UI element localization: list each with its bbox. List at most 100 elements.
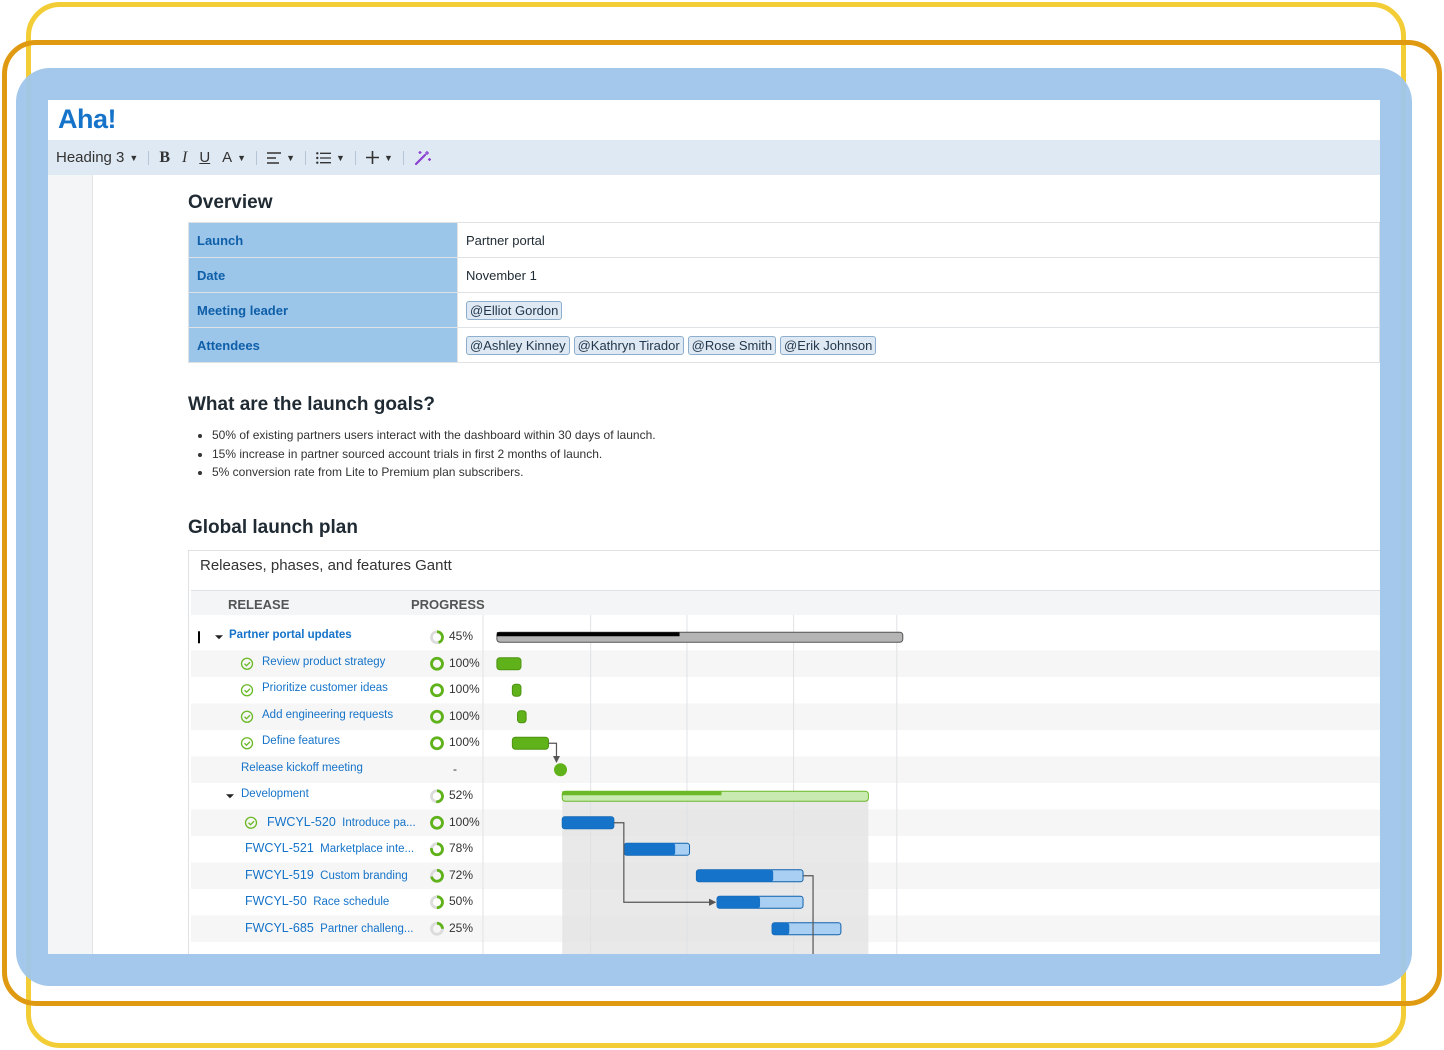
overview-table: Launch Partner portal Date November 1 Me… (188, 222, 1380, 363)
overview-value[interactable]: Partner portal (457, 222, 1380, 258)
feature-id[interactable]: FWCYL-50 (245, 894, 307, 909)
caret-down-icon[interactable] (226, 794, 234, 799)
progress-ring (430, 868, 444, 883)
user-mention[interactable]: @Kathryn Tirador (573, 335, 684, 355)
dependency-arrow (613, 822, 717, 906)
feature-id[interactable]: FWCYL-521 (245, 841, 314, 856)
feature-name[interactable]: Custom branding (313, 869, 408, 882)
feature-label[interactable]: FWCYL-50 Race schedule (245, 894, 389, 908)
gantt-row-bg (191, 756, 1380, 783)
feature-label[interactable]: FWCYL-520 Introduce pa... (267, 815, 416, 829)
chevron-down-icon: ▼ (237, 152, 247, 163)
feature-bar-progress (624, 843, 676, 856)
table-row: Attendees @Ashley Kinney @Kathryn Tirador… (188, 327, 1380, 363)
check-circle-icon (240, 710, 254, 723)
activity-name[interactable]: Review product strategy (262, 655, 386, 668)
align-dropdown[interactable]: ▼ (261, 140, 301, 175)
feature-name[interactable]: Marketplace inte... (313, 843, 415, 856)
overview-value[interactable]: @Ashley Kinney @Kathryn Tirador @Rose Smit… (457, 327, 1380, 363)
editor-window: Aha! Heading 3 ▼ B I U A ▼ ▼ ▼ ▼ Overview (48, 100, 1380, 954)
check-circle-icon (240, 684, 254, 697)
text-color-dropdown[interactable]: A ▼ (216, 140, 252, 175)
feature-bar-progress (562, 816, 614, 829)
milestone-name[interactable]: Release kickoff meeting (241, 761, 363, 774)
overview-key: Meeting leader (188, 292, 458, 328)
activity-bar[interactable] (496, 657, 522, 671)
check-circle-icon (240, 737, 254, 750)
list-item: 50% of existing partners users interact … (212, 426, 656, 445)
feature-name[interactable]: Partner challeng... (313, 922, 414, 935)
feature-name[interactable]: Introduce pa... (335, 816, 416, 829)
drag-handle[interactable] (198, 631, 200, 644)
progress-ring (430, 709, 444, 724)
user-mention[interactable]: @Ashley Kinney (466, 335, 570, 355)
progress-value: 78% (449, 841, 474, 856)
user-mention[interactable]: @Elliot Gordon (466, 300, 563, 320)
italic-button[interactable]: I (181, 148, 188, 166)
text-style-label: Heading 3 (56, 149, 125, 166)
goals-list: 50% of existing partners users interact … (188, 426, 656, 482)
overview-value[interactable]: @Elliot Gordon (457, 292, 1380, 328)
feature-id[interactable]: FWCYL-520 (267, 814, 336, 829)
activity-bar[interactable] (511, 683, 522, 697)
insert-dropdown[interactable]: ▼ (360, 140, 399, 175)
bold-button[interactable]: B (159, 148, 170, 166)
activity-name[interactable]: Add engineering requests (262, 708, 394, 721)
release-column-header[interactable]: RELEASE (228, 597, 290, 612)
plan-heading: Global launch plan (188, 517, 358, 538)
dependency-arrow (803, 875, 814, 954)
feature-bar-progress (717, 896, 761, 909)
text-style-dropdown[interactable]: Heading 3 ▼ (48, 140, 144, 175)
activity-bar[interactable] (517, 710, 527, 724)
progress-value: 72% (449, 867, 474, 882)
progress-value: 50% (449, 894, 474, 909)
checkmark-icon (244, 714, 251, 720)
progress-column-header[interactable]: PROGRESS (411, 597, 485, 612)
feature-id[interactable]: FWCYL-685 (245, 920, 314, 935)
progress-ring (430, 683, 444, 698)
release-name[interactable]: Partner portal updates (229, 629, 352, 642)
caret-down-icon[interactable] (215, 635, 223, 640)
user-mention[interactable]: @Erik Johnson (780, 335, 877, 355)
progress-value: - (453, 761, 457, 776)
toolbar-divider (256, 150, 258, 165)
feature-label[interactable]: FWCYL-519 Custom branding (245, 868, 408, 882)
feature-label[interactable]: FWCYL-685 Partner challeng... (245, 921, 414, 935)
underline-button[interactable]: U (199, 149, 211, 166)
gantt-row-bg (191, 703, 1380, 730)
activity-name[interactable]: Define features (262, 735, 340, 748)
progress-value: 25% (449, 920, 474, 935)
chevron-down-icon: ▼ (286, 152, 296, 163)
phase-name[interactable]: Development (241, 788, 309, 801)
overview-key: Date (188, 257, 458, 293)
table-row: Meeting leader @Elliot Gordon (188, 292, 1380, 328)
list-dropdown[interactable]: ▼ (310, 140, 351, 175)
activity-bar[interactable] (511, 736, 549, 750)
feature-label[interactable]: FWCYL-521 Marketplace inte... (245, 841, 414, 855)
user-mention[interactable]: @Rose Smith (687, 335, 777, 355)
progress-value: 100% (449, 655, 480, 670)
checkmark-icon (244, 661, 251, 667)
feature-bar-progress (772, 922, 790, 935)
ai-assistant-button[interactable] (408, 140, 437, 175)
progress-value: 100% (449, 682, 480, 697)
dependency-arrow (548, 742, 561, 763)
check-circle-icon (244, 816, 258, 829)
feature-id[interactable]: FWCYL-519 (245, 867, 314, 882)
progress-value: 100% (449, 708, 480, 723)
gantt-row-bg (191, 730, 1380, 757)
milestone-marker[interactable] (554, 763, 568, 777)
overview-value[interactable]: November 1 (457, 257, 1380, 293)
progress-ring (430, 815, 444, 830)
chevron-down-icon: ▼ (129, 152, 139, 163)
phase-bar-progress (562, 791, 722, 796)
gantt-chart: Jan2025FebMarApr Releases, phases, and f… (188, 550, 1380, 954)
release-bar-progress (496, 632, 680, 637)
magic-wand-icon (414, 150, 431, 165)
progress-value: 100% (449, 814, 480, 829)
progress-ring (430, 656, 444, 671)
activity-name[interactable]: Prioritize customer ideas (262, 682, 388, 695)
list-item: 5% conversion rate from Lite to Premium … (212, 463, 656, 482)
feature-name[interactable]: Race schedule (306, 896, 390, 909)
overview-key: Attendees (188, 327, 458, 363)
